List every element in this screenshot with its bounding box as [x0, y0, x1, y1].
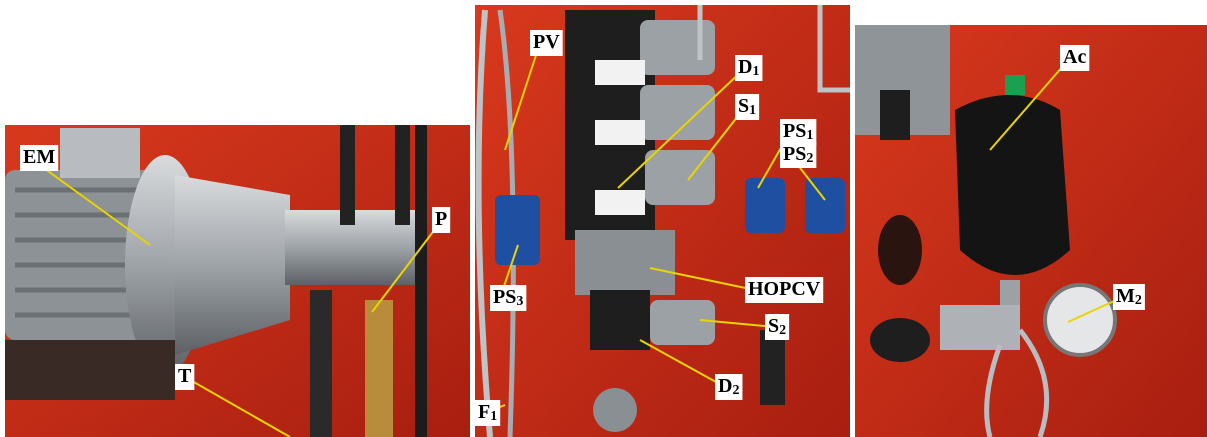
label: PV	[533, 31, 560, 53]
label-text: S	[768, 315, 779, 337]
label-text: T	[178, 365, 192, 387]
label-text: S	[738, 95, 749, 117]
label-text: M	[1116, 285, 1135, 307]
label-text: HOPCV	[748, 278, 821, 300]
label-subscript: 1	[752, 64, 759, 79]
label-text: EM	[23, 146, 55, 168]
label-subscript: 1	[749, 103, 756, 118]
label-text: Ac	[1063, 46, 1086, 68]
label-subscript: 2	[806, 151, 813, 166]
label-subscript: 2	[1135, 293, 1142, 308]
label: T	[178, 365, 192, 387]
label: HOPCV	[748, 278, 821, 300]
label-text: P	[435, 208, 447, 230]
label-subscript: 3	[516, 294, 523, 309]
label-subscript: 2	[779, 323, 786, 338]
label-subscript: 2	[732, 383, 739, 398]
figure: EMPTPVD1S1PS1PS2HOPCVPS3S2D2F1AcM2	[0, 0, 1207, 437]
label: P	[435, 208, 447, 230]
label-text: D	[738, 56, 752, 78]
label-text: PV	[533, 31, 560, 53]
photo-accumulator	[855, 25, 1207, 437]
label: EM	[23, 146, 55, 168]
photo-motor-pump	[5, 125, 470, 437]
label-text: PS	[783, 143, 806, 165]
label-subscript: 1	[806, 128, 813, 143]
page: EMPTPVD1S1PS1PS2HOPCVPS3S2D2F1AcM2 (() =…	[0, 0, 1207, 437]
label: Ac	[1063, 46, 1086, 68]
label-subscript: 1	[490, 409, 497, 424]
label-text: PS	[783, 120, 806, 142]
label-text: F	[478, 401, 490, 423]
label-text: D	[718, 375, 732, 397]
label-text: PS	[493, 286, 516, 308]
